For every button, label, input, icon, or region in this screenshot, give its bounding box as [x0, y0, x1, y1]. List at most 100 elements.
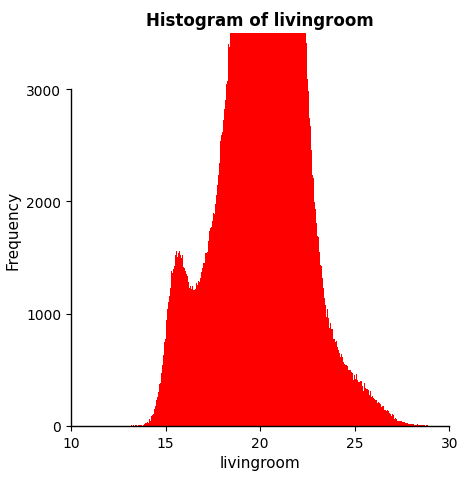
Bar: [394, 419, 395, 426]
Bar: [387, 409, 388, 426]
Bar: [208, 241, 209, 426]
Bar: [319, 253, 320, 426]
Bar: [404, 423, 405, 426]
Bar: [329, 328, 330, 426]
Bar: [247, 0, 248, 426]
Bar: [225, 101, 226, 426]
Bar: [199, 283, 200, 426]
Bar: [268, 0, 269, 426]
Bar: [315, 210, 316, 426]
Bar: [416, 425, 417, 426]
Bar: [370, 391, 371, 426]
Bar: [296, 0, 297, 426]
Bar: [178, 253, 179, 426]
Bar: [156, 400, 157, 426]
Bar: [205, 254, 206, 426]
Bar: [392, 414, 393, 426]
Bar: [146, 423, 147, 426]
Bar: [333, 339, 334, 426]
Bar: [358, 382, 359, 426]
Bar: [282, 0, 283, 426]
Bar: [180, 255, 181, 426]
Bar: [166, 321, 167, 426]
Bar: [237, 0, 238, 426]
Bar: [334, 339, 335, 426]
Bar: [261, 0, 262, 426]
Bar: [311, 151, 312, 426]
Bar: [396, 419, 397, 426]
Bar: [257, 0, 258, 426]
Bar: [245, 0, 246, 426]
Bar: [274, 0, 275, 426]
Bar: [249, 0, 250, 426]
Bar: [336, 341, 337, 426]
Bar: [291, 0, 292, 426]
Bar: [418, 425, 419, 426]
Bar: [197, 286, 198, 426]
Bar: [398, 421, 399, 426]
Bar: [150, 421, 151, 426]
Bar: [326, 317, 327, 426]
Bar: [258, 0, 259, 426]
Bar: [305, 10, 306, 426]
Bar: [271, 0, 272, 426]
Bar: [366, 389, 367, 426]
Bar: [182, 256, 183, 426]
Bar: [226, 84, 227, 426]
Bar: [352, 373, 353, 426]
Bar: [354, 375, 355, 426]
Bar: [389, 413, 390, 426]
Bar: [224, 110, 225, 426]
Bar: [422, 425, 423, 426]
Bar: [192, 287, 193, 426]
Bar: [171, 272, 172, 426]
Bar: [272, 0, 273, 426]
Bar: [206, 253, 207, 426]
Bar: [279, 0, 280, 426]
Bar: [277, 0, 278, 426]
Bar: [399, 421, 400, 426]
Bar: [289, 0, 290, 426]
Bar: [286, 0, 287, 426]
Bar: [390, 414, 391, 426]
Bar: [273, 0, 274, 426]
Bar: [367, 389, 368, 426]
Bar: [143, 425, 144, 426]
Bar: [154, 409, 155, 426]
Bar: [357, 380, 358, 426]
Bar: [253, 0, 254, 426]
Bar: [353, 380, 354, 426]
Bar: [175, 256, 176, 426]
Bar: [269, 0, 270, 426]
Bar: [362, 386, 363, 426]
Bar: [302, 0, 303, 426]
Bar: [168, 302, 169, 426]
Bar: [377, 403, 378, 426]
Bar: [408, 424, 409, 426]
Bar: [196, 284, 197, 426]
Bar: [407, 424, 408, 426]
Bar: [316, 224, 317, 426]
Bar: [202, 268, 203, 426]
Bar: [294, 0, 295, 426]
Bar: [278, 0, 279, 426]
Bar: [135, 425, 136, 426]
Bar: [149, 420, 150, 426]
Bar: [395, 418, 396, 426]
Bar: [393, 415, 394, 426]
Bar: [382, 407, 383, 426]
Bar: [310, 127, 311, 426]
Bar: [209, 232, 210, 426]
Bar: [259, 0, 260, 426]
Bar: [242, 0, 243, 426]
Bar: [159, 384, 160, 426]
Bar: [405, 423, 406, 426]
Bar: [328, 318, 329, 426]
Bar: [235, 0, 236, 426]
Bar: [303, 0, 304, 426]
Bar: [140, 425, 141, 426]
Bar: [309, 118, 310, 426]
Bar: [148, 423, 149, 426]
Bar: [397, 421, 398, 426]
Bar: [198, 282, 199, 426]
